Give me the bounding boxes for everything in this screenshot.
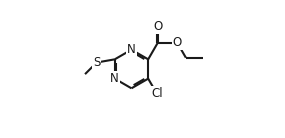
Text: N: N [127, 43, 136, 56]
Text: O: O [172, 36, 182, 49]
Text: N: N [110, 72, 119, 85]
Text: O: O [153, 20, 162, 33]
Text: Cl: Cl [151, 87, 163, 100]
Text: S: S [93, 56, 100, 69]
